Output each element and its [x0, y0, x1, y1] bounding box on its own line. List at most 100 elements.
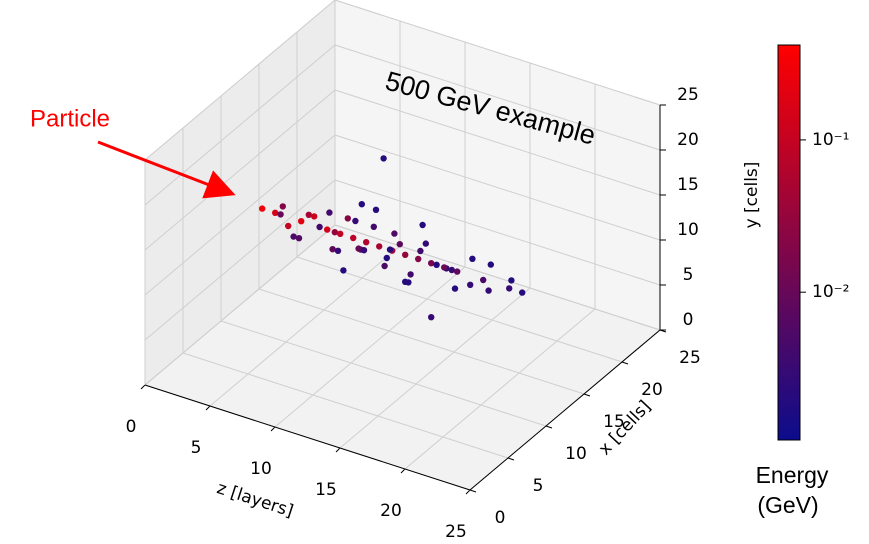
point	[441, 264, 448, 271]
point	[381, 262, 388, 270]
point	[311, 213, 318, 220]
z-tick-label: 10	[677, 220, 699, 240]
point	[370, 223, 377, 230]
grid-line	[334, 89, 661, 196]
colorbar-tick-label: 10⁻²	[812, 282, 849, 302]
point	[272, 209, 279, 216]
point	[454, 268, 461, 275]
point	[337, 230, 344, 237]
point	[285, 222, 292, 230]
grid-line	[144, 134, 336, 296]
colorbar-label: Energy	[756, 462, 829, 488]
point	[316, 223, 323, 231]
point	[290, 233, 297, 240]
point	[334, 247, 342, 254]
grid-line	[209, 245, 401, 407]
point	[485, 287, 492, 294]
point	[519, 289, 526, 296]
grid-line	[182, 352, 509, 459]
x-tick-label: 20	[380, 501, 402, 521]
point	[433, 261, 440, 268]
annotation-arrow	[97, 140, 236, 199]
point	[376, 243, 383, 250]
point	[386, 246, 394, 253]
grid-line	[296, 256, 623, 363]
tick-mark	[465, 489, 471, 495]
point	[279, 203, 286, 210]
point	[380, 155, 387, 162]
tick-mark	[400, 468, 406, 474]
point	[372, 206, 380, 213]
tick-mark	[545, 425, 553, 429]
point	[428, 314, 435, 321]
x-tick-label: 5	[191, 438, 202, 458]
grid-line	[258, 288, 585, 395]
point	[363, 239, 370, 246]
point	[340, 267, 347, 274]
z-axis-label: y [cells]	[742, 162, 762, 229]
x-tick-label: 0	[126, 417, 137, 437]
x-tick-label: 10	[250, 459, 272, 479]
tick-mark	[270, 426, 276, 432]
x-axis-label: z [layers]	[214, 478, 295, 521]
colorbar	[777, 44, 801, 441]
point	[417, 247, 424, 255]
point	[480, 276, 487, 284]
plot-area	[259, 155, 526, 321]
grid-line	[144, 89, 336, 251]
point	[352, 217, 359, 225]
point	[469, 255, 476, 262]
tick-mark	[335, 447, 341, 453]
point	[405, 279, 412, 286]
point	[277, 211, 284, 218]
y-tick-label: 15	[603, 412, 625, 432]
point	[487, 261, 494, 268]
point	[422, 240, 429, 247]
point	[324, 226, 331, 233]
grid-line	[334, 0, 661, 106]
point	[428, 260, 435, 267]
z-tick-label: 15	[677, 175, 699, 195]
colorbar-label: (GeV)	[757, 492, 818, 518]
x-tick-label: 15	[315, 480, 337, 500]
point	[329, 246, 336, 253]
point	[298, 218, 305, 225]
point	[467, 281, 474, 288]
point	[383, 254, 390, 262]
tick-mark	[507, 457, 515, 461]
grid-line	[144, 44, 336, 206]
point	[407, 271, 414, 278]
point	[391, 230, 398, 237]
x-tick-label: 25	[445, 522, 467, 540]
z-tick-label: 20	[677, 130, 699, 150]
grid-line	[220, 320, 547, 427]
grid-line	[144, 179, 336, 341]
grid-line	[334, 179, 661, 286]
z-tick-label: 25	[677, 85, 699, 105]
point	[355, 245, 362, 252]
y-tick-label: 20	[641, 380, 663, 400]
y-tick-label: 5	[533, 476, 544, 496]
point	[350, 234, 357, 242]
point	[305, 211, 312, 218]
tick-mark	[205, 405, 211, 411]
point	[360, 247, 368, 254]
point	[451, 285, 459, 292]
z-tick-label: 0	[683, 310, 694, 330]
point	[506, 285, 513, 292]
tick-mark	[469, 489, 477, 493]
y-tick-label: 25	[679, 348, 701, 368]
point	[419, 221, 426, 229]
tick-mark	[583, 393, 591, 397]
point	[259, 205, 266, 212]
point	[295, 235, 303, 242]
grid-line	[144, 224, 336, 386]
panes	[140, 0, 667, 495]
point	[326, 209, 333, 216]
annotation: Particle	[30, 105, 110, 132]
point	[402, 251, 409, 258]
colorbar-tick-label: 10⁻¹	[812, 130, 849, 150]
tick-mark	[140, 384, 146, 390]
grid-line	[339, 287, 531, 449]
